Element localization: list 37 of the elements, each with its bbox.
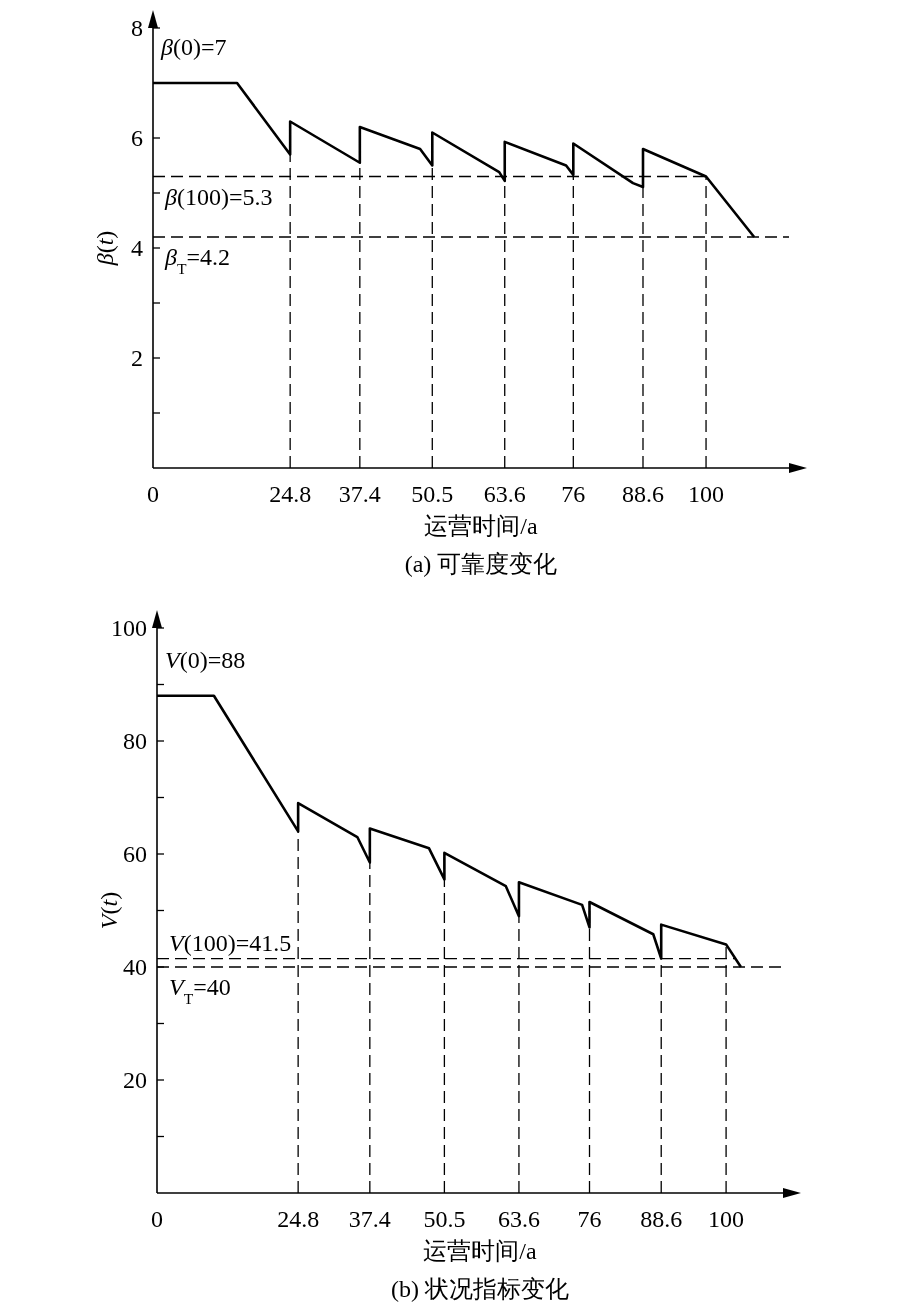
x-tick-label: 100 [688,481,725,507]
ref-line-label: β(100)=5.3 [164,183,273,210]
x-tick-label: 100 [708,1206,745,1232]
y-tick-label: 20 [123,1067,147,1093]
ref-line-label: V$_{T}$=40 [169,974,231,1007]
x-tick-label: 76 [561,481,586,507]
x-tick-label: 37.4 [338,481,381,507]
y-tick-label: 2 [131,345,143,371]
x-tick-label: 0 [147,481,159,507]
x-tick-label: 88.6 [640,1206,683,1232]
y-tick-label: 60 [123,841,147,867]
text: (b) 状况指标变化 [391,1276,569,1302]
x-tick-label: 24.8 [269,481,312,507]
x-tick-label: 50.5 [423,1206,466,1232]
y-tick-label: 100 [111,615,147,641]
annotation: V(0)=88 [165,646,246,673]
y-tick-label: 8 [131,15,143,41]
y-axis-title: β(t) [92,230,118,267]
y-axis-title: V(t) [96,891,122,930]
x-tick-label: 63.6 [483,481,526,507]
x-axis-title: 运营时间/a [423,1238,537,1264]
annotation: β(0)=7 [160,34,227,60]
text: (a) 可靠度变化 [404,551,558,577]
ref-line-label: β$_{T}$=4.2 [164,244,231,277]
y-tick-label: 4 [131,235,143,261]
x-tick-label: 0 [151,1206,163,1232]
x-axis-title: 运营时间/a [424,513,538,539]
y-tick-label: 6 [131,125,143,151]
y-tick-label: 40 [123,954,147,980]
y-tick-label: 80 [123,728,147,754]
x-tick-label: 50.5 [411,481,454,507]
x-tick-label: 88.6 [622,481,664,507]
x-tick-label: 63.6 [497,1206,540,1232]
x-tick-label: 24.8 [277,1206,320,1232]
x-tick-label: 37.4 [348,1206,391,1232]
x-tick-label: 76 [577,1206,602,1232]
ref-line-label: V(100)=41.5 [169,929,292,956]
